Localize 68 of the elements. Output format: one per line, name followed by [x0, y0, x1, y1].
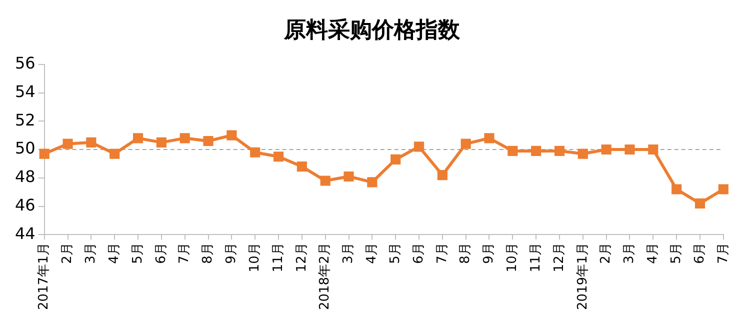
point [226, 130, 237, 140]
x-tick-label: 6月 [692, 242, 708, 264]
point [718, 184, 728, 194]
y-tick-label: 46 [15, 195, 36, 214]
x-tick-label: 4月 [646, 242, 661, 264]
point [320, 176, 330, 186]
point [648, 144, 658, 155]
point [484, 133, 494, 144]
x-tick-label: 7月 [177, 242, 192, 264]
x-tick-label: 12月 [294, 242, 310, 272]
y-tick-label: 44 [15, 224, 36, 243]
y-tick-label: 52 [15, 110, 36, 130]
x-tick-label: 6月 [411, 242, 426, 264]
x-tick-label: 6月 [154, 242, 169, 264]
point [531, 146, 542, 156]
x-tick-label: 5月 [668, 242, 684, 264]
x-tick-label: 5月 [388, 242, 403, 264]
point [344, 171, 354, 182]
x-tick-label: 2018年2月 [318, 242, 333, 310]
x-tick-label: 10月 [505, 242, 520, 272]
x-tick-label: 2月 [598, 242, 614, 264]
point [437, 170, 448, 180]
point [554, 146, 565, 156]
point [601, 144, 612, 155]
point [86, 137, 96, 148]
x-tick-label: 4月 [364, 242, 380, 264]
point [62, 138, 73, 149]
point [508, 146, 518, 156]
point [39, 148, 50, 159]
point [414, 142, 424, 152]
point [180, 133, 190, 144]
point [156, 137, 166, 148]
x-tick-label: 2月 [60, 242, 76, 264]
x-tick-label: 9月 [482, 242, 497, 264]
point [390, 154, 401, 164]
x-tick-label: 8月 [200, 242, 216, 264]
point [110, 148, 120, 159]
point [132, 133, 144, 144]
point [250, 147, 260, 158]
point [578, 148, 588, 159]
y-tick-label: 56 [15, 54, 36, 73]
x-tick-label: 7月 [434, 242, 450, 264]
point [367, 177, 378, 188]
y-tick-label: 50 [15, 138, 36, 158]
chart-title: 原料采购价格指数 [283, 18, 461, 43]
x-tick-label: 11月 [528, 242, 544, 272]
x-tick-label: 7月 [716, 242, 731, 264]
x-tick-label: 10月 [247, 242, 262, 272]
point [273, 152, 284, 162]
point [460, 138, 471, 149]
x-tick-label: 2019年1月 [575, 242, 590, 310]
point [624, 144, 635, 155]
x-tick-label: 11月 [270, 242, 286, 272]
point [203, 136, 214, 146]
point [296, 162, 307, 172]
x-tick-label: 8月 [458, 242, 474, 264]
x-tick-label: 3月 [622, 242, 638, 264]
x-tick-label: 4月 [106, 242, 122, 264]
y-tick-label: 48 [15, 167, 36, 186]
x-tick-label: 12月 [552, 242, 567, 272]
point [672, 184, 682, 194]
x-tick-label: 2017年1月 [36, 242, 52, 310]
x-tick-label: 3月 [341, 242, 356, 264]
point [694, 198, 706, 208]
x-tick-label: 5月 [130, 242, 146, 264]
x-tick-label: 9月 [224, 242, 240, 264]
y-tick-label: 54 [15, 82, 36, 101]
x-tick-label: 3月 [84, 242, 99, 264]
